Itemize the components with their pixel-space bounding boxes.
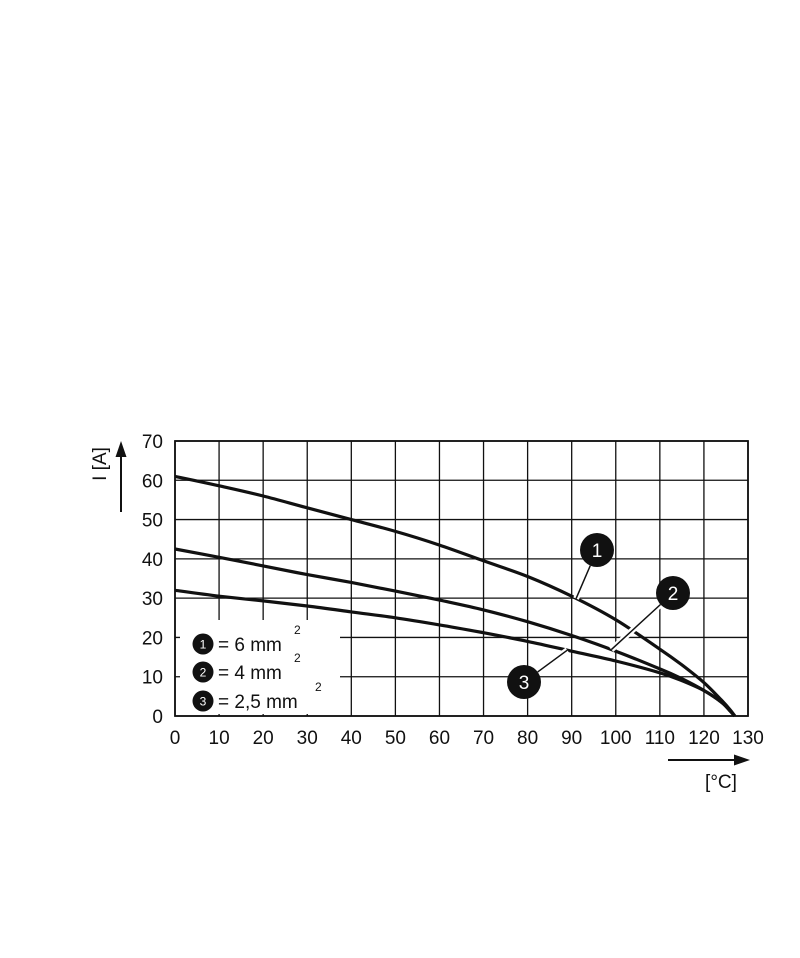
- legend-marker-3: [192, 690, 214, 712]
- legend-marker-label-3: 3: [200, 695, 207, 709]
- callout-marker-2: [656, 576, 690, 610]
- callout-marker-3: [507, 665, 541, 699]
- x-tick-label-0: 0: [170, 728, 181, 749]
- x-tick-label-50: 50: [385, 728, 406, 749]
- legend-marker-1: [192, 633, 214, 655]
- x-tick-label-10: 10: [209, 728, 230, 749]
- legend-marker-label-2: 2: [200, 666, 207, 680]
- plot-border: [174, 440, 749, 717]
- legend-label-3: = 2,5 mm: [218, 692, 298, 713]
- x-axis-label: [°C]: [705, 772, 737, 793]
- x-tick-label-130: 130: [732, 728, 764, 749]
- legend-superscript-2: 2: [294, 651, 301, 665]
- y-tick-label-50: 50: [142, 511, 163, 532]
- callout-marker-label-1: 1: [592, 541, 603, 562]
- x-tick-label-70: 70: [473, 728, 494, 749]
- legend-superscript-3: 2: [315, 680, 322, 694]
- legend-label-1: = 6 mm: [218, 635, 282, 656]
- y-tick-label-60: 60: [142, 471, 163, 492]
- y-tick-label-20: 20: [142, 628, 163, 649]
- callout-leader-1: [575, 565, 591, 599]
- x-tick-label-60: 60: [429, 728, 450, 749]
- callout-marker-label-3: 3: [519, 673, 530, 694]
- callout-leader-3: [537, 649, 568, 673]
- y-tick-label-10: 10: [142, 668, 163, 689]
- y-tick-label-30: 30: [142, 589, 163, 610]
- callout-marker-label-2: 2: [668, 584, 679, 605]
- legend-marker-2: [192, 661, 214, 683]
- y-axis-arrow-head: [115, 441, 127, 457]
- legend-marker-label-1: 1: [200, 638, 207, 652]
- y-tick-label-0: 0: [152, 707, 163, 728]
- series-lines: [174, 474, 737, 718]
- x-tick-label-120: 120: [688, 728, 720, 749]
- callout-leader-2: [610, 603, 661, 651]
- y-tick-label-40: 40: [142, 550, 163, 571]
- x-tick-label-90: 90: [561, 728, 582, 749]
- x-tick-label-100: 100: [600, 728, 632, 749]
- y-axis-label: I [A]: [90, 447, 111, 481]
- legend-label-2: = 4 mm: [218, 663, 282, 684]
- axis-labels: I [A] [°C]: [90, 441, 750, 793]
- x-tick-label-80: 80: [517, 728, 538, 749]
- series-line-3: [174, 588, 736, 718]
- x-tick-label-110: 110: [645, 728, 675, 749]
- y-tick-label-70: 70: [142, 432, 163, 453]
- series-callouts: 1 2 3: [507, 533, 690, 699]
- legend: 1 = 6 mm 2 2 = 4 mm 2 3 = 2,5 mm 2: [192, 623, 322, 713]
- callout-marker-1: [580, 533, 614, 567]
- series-line-1: [174, 474, 737, 717]
- x-tick-label-20: 20: [253, 728, 274, 749]
- x-axis-arrow-head: [734, 754, 750, 766]
- plot-frame: [174, 440, 749, 717]
- tick-labels: 0 10 20 30 40 50 60 70 80 90 100 110 120 130 0 10 20 30 40…: [142, 432, 764, 749]
- legend-superscript-1: 2: [294, 623, 301, 637]
- x-tick-label-40: 40: [341, 728, 362, 749]
- x-tick-label-30: 30: [297, 728, 318, 749]
